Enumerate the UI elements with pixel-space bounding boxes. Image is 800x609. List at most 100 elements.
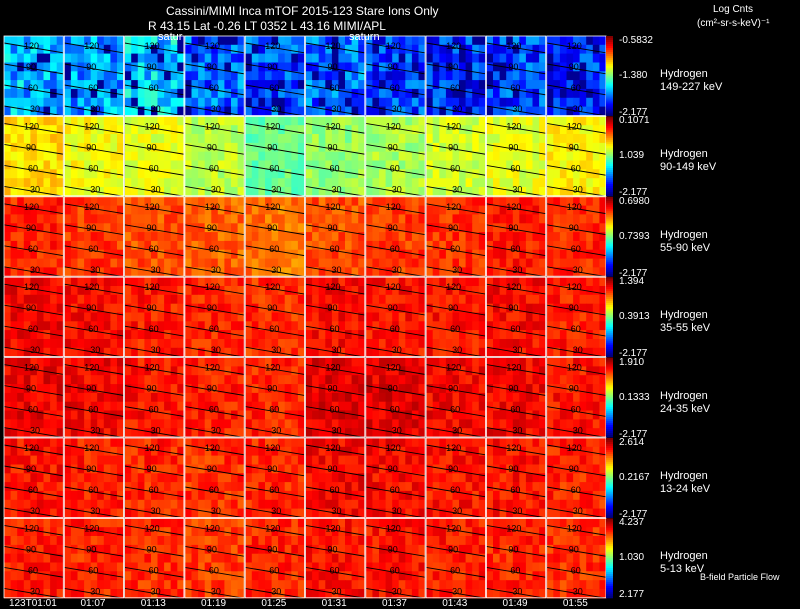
contour-label: 90 [508,142,518,152]
contour-label: 90 [86,223,96,233]
image-panel: 120 90 60 30 [365,518,426,599]
contour-label: 120 [446,443,461,453]
colorbar [606,357,613,438]
contour-label: 90 [26,223,36,233]
contour-label: 30 [452,586,462,596]
colorbar-units: (cm²-sr-s-keV)⁻¹ [697,18,770,29]
contour-label: 60 [269,485,279,495]
image-panel: 120 90 60 30 [365,437,426,518]
image-panel: 120 90 60 30 [244,437,306,518]
contour-label: 90 [448,62,458,72]
contour-label: 60 [390,485,400,495]
contour-label: 120 [265,41,280,51]
contour-label: 120 [446,41,461,51]
contour-label: 30 [271,586,281,596]
contour-label: 30 [512,586,522,596]
colorbar-max-label: 1.910 [619,356,645,368]
image-panel: 120 90 60 30 [485,437,547,518]
contour-label: 90 [328,223,338,233]
contour-label: 60 [149,485,159,495]
image-panel: 120 90 60 30 [3,357,64,438]
contour-label: 90 [26,142,36,152]
contour-label: 30 [211,184,221,194]
contour-label: 30 [271,345,281,355]
image-panel: 120 90 60 30 [63,518,125,599]
colorbar [606,116,613,197]
contour-label: 90 [86,384,96,394]
energy-label: 149-227 keV [660,81,723,93]
contour-label: 30 [151,586,161,596]
species-label: Hydrogen [660,470,708,482]
contour-label: 120 [24,363,39,373]
time-tick-label: 01:37 [381,598,407,609]
image-panel: 120 90 60 30 [124,196,185,277]
contour-label: 30 [332,184,342,194]
contour-label: 60 [209,244,219,254]
image-panel: 120 90 60 30 [425,276,486,358]
image-panel: 120 90 60 30 [425,196,486,277]
colorbar-mid-label: 0.1333 [619,391,650,403]
image-panel: 120 90 60 30 [485,357,547,438]
image-panel: 120 90 60 30 [124,437,185,518]
contour-label: 120 [446,282,461,292]
contour-label: 60 [450,324,460,334]
contour-label: 30 [90,104,100,114]
colorbar-mid-label: 0.2167 [619,472,650,483]
contour-label: 60 [28,324,38,334]
contour-label: 60 [330,244,340,254]
contour-label: 60 [390,163,400,173]
energy-label: 24-35 keV [660,402,711,415]
contour-label: 30 [211,586,221,596]
contour-label: 30 [90,586,100,596]
colorbar-max-label: -0.5832 [619,35,653,46]
contour-label: 90 [26,303,36,313]
colorbar-min-label: -2.177 [619,509,648,520]
energy-label: 55-90 keV [660,241,711,254]
contour-label: 60 [149,324,159,334]
contour-label: 30 [30,104,40,114]
contour-label: 30 [573,345,583,355]
image-panel: 120 90 60 30 [184,437,245,518]
image-panel: 120 90 60 30 [124,116,185,197]
image-panel: 120 90 60 30 [305,437,366,518]
contour-label: 90 [388,544,398,554]
colorbar-min-label: -2.177 [619,348,648,360]
image-panel: 120 90 60 30 [184,357,245,438]
image-panel: 120 90 60 30 [124,357,185,438]
image-panel: 120 90 60 30 [425,518,486,599]
contour-label: 60 [571,244,581,254]
colorbar-max-label: 0.1071 [619,115,650,127]
colorbar-max-label: 2.614 [619,437,645,448]
contour-label: 120 [567,282,582,292]
contour-label: 90 [508,384,518,394]
contour-label: 90 [508,223,518,233]
species-label: Hydrogen [660,309,708,322]
contour-label: 120 [84,41,99,51]
contour-label: 90 [569,62,579,72]
image-panel: 120 90 60 30 [546,35,607,116]
contour-label: 60 [571,324,581,334]
contour-label: 120 [145,121,160,131]
contour-label: 120 [84,523,99,533]
chart-title: Cassini/MIMI Inca mTOF 2015-123 Stare Io… [166,4,439,18]
contour-label: 90 [147,544,157,554]
contour-label: 120 [567,363,582,373]
contour-label: 30 [512,184,522,194]
contour-label: 60 [149,405,159,415]
contour-label: 30 [392,345,402,355]
energy-label: 13-24 keV [660,483,711,495]
contour-label: 90 [448,464,458,474]
contour-label: 30 [452,345,462,355]
contour-label: 120 [386,282,401,292]
contour-label: 60 [88,565,98,575]
image-panel: 120 90 60 30 [3,276,64,358]
time-tick-label: 01:13 [140,598,166,609]
contour-label: 90 [207,544,217,554]
contour-label: 60 [149,565,159,575]
contour-label: 90 [328,544,338,554]
contour-label: 30 [452,265,462,275]
contour-label: 30 [573,184,583,194]
contour-label: 120 [567,41,582,51]
energy-label: 90-149 keV [660,161,717,174]
contour-label: 30 [211,345,221,355]
